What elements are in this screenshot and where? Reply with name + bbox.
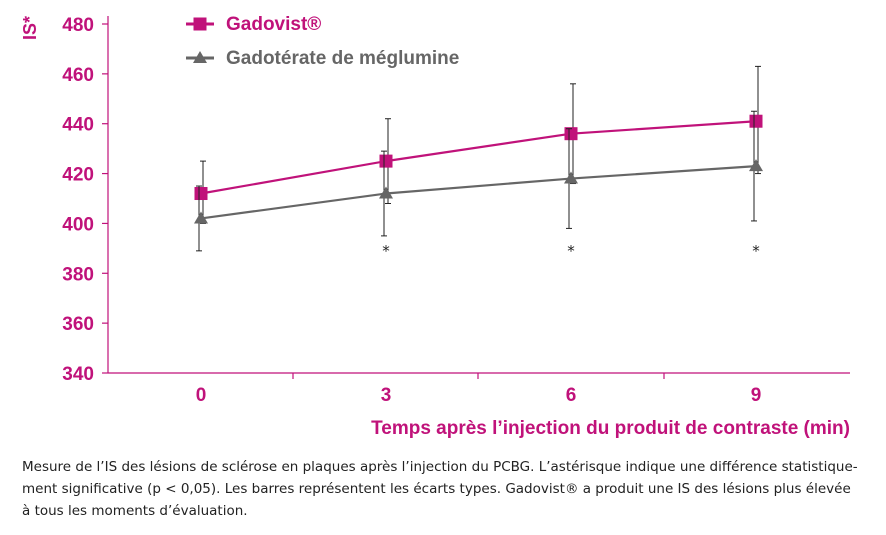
x-tick-label: 6 bbox=[566, 385, 577, 406]
data-point-triangle bbox=[379, 186, 393, 199]
legend-label: Gadotérate de méglumine bbox=[226, 48, 459, 69]
data-point-square bbox=[749, 114, 763, 128]
x-tick-label: 0 bbox=[196, 385, 207, 406]
data-point-square bbox=[379, 154, 393, 168]
x-tick-label: 9 bbox=[751, 385, 762, 406]
data-point-square bbox=[194, 187, 208, 201]
legend-label: Gadovist® bbox=[226, 14, 321, 35]
significance-star: * bbox=[752, 242, 760, 260]
y-tick-label: 420 bbox=[62, 165, 94, 186]
data-point-triangle bbox=[564, 171, 578, 184]
series-gadoterate bbox=[194, 110, 763, 252]
x-tick-label: 3 bbox=[381, 385, 392, 406]
x-axis-label: Temps après l’injection du produit de co… bbox=[371, 418, 850, 439]
series-line bbox=[200, 120, 757, 195]
y-axis: 340 360 380 400 420 440 460 480 bbox=[62, 15, 109, 385]
series-line bbox=[200, 164, 757, 220]
legend-marker-square bbox=[193, 17, 207, 31]
significance-star: * bbox=[382, 242, 390, 260]
line-chart: IS* 340 360 380 400 420 440 460 480 0 3 6 9 * * * Ga… bbox=[20, 14, 850, 439]
y-tick-label: 480 bbox=[62, 15, 94, 36]
y-tick-label: 340 bbox=[62, 364, 94, 385]
legend-item-gadovist: Gadovist® bbox=[186, 14, 321, 35]
legend: Gadovist® Gadotérate de méglumine bbox=[186, 14, 459, 69]
y-tick-label: 400 bbox=[62, 214, 94, 235]
data-point-triangle bbox=[194, 211, 208, 224]
data-point-square bbox=[564, 127, 578, 141]
series-layer: * * * bbox=[194, 65, 763, 260]
significance-star: * bbox=[567, 242, 575, 260]
x-axis: 0 3 6 9 bbox=[108, 372, 850, 406]
legend-marker-triangle bbox=[193, 51, 207, 63]
figure-caption: Mesure de l’IS des lésions de sclérose e… bbox=[22, 459, 858, 519]
y-tick-label: 360 bbox=[62, 314, 94, 335]
y-axis-label: IS* bbox=[20, 16, 40, 40]
series-gadovist bbox=[194, 65, 763, 224]
data-point-triangle bbox=[749, 159, 763, 172]
y-tick-label: 460 bbox=[62, 65, 94, 86]
legend-item-gadoterate: Gadotérate de méglumine bbox=[186, 48, 459, 69]
y-tick-label: 440 bbox=[62, 115, 94, 136]
y-tick-label: 380 bbox=[62, 264, 94, 285]
